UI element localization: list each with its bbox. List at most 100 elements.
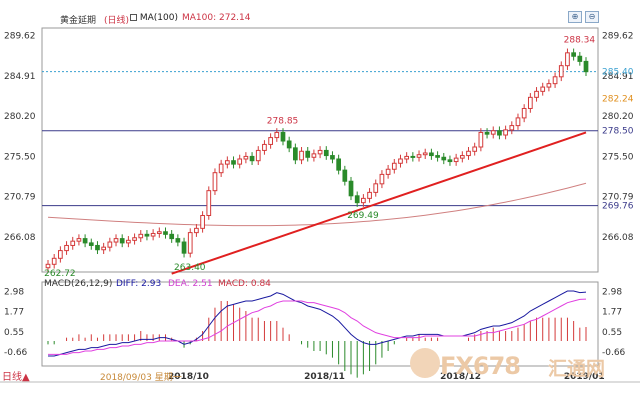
- y-axis-tick-label: 275.50: [602, 152, 634, 162]
- candle-body: [138, 233, 144, 239]
- macd-diff-line: [48, 290, 587, 357]
- candle-body: [398, 158, 403, 164]
- ma-legend-label: MA(100): [139, 13, 178, 23]
- y-axis-tick-label: 280.20: [602, 112, 634, 122]
- macd-axis-label-left: 1.77: [4, 308, 24, 318]
- candle-body: [274, 131, 280, 139]
- zoom-out-icon[interactable]: ⊖: [585, 11, 599, 23]
- candle-body: [478, 131, 484, 148]
- candle-body: [435, 155, 440, 158]
- candle-body: [88, 242, 94, 246]
- x-axis-tick-label: 2018/12: [440, 372, 481, 382]
- macd-axis-label: 0.55: [602, 328, 622, 338]
- candle-body: [144, 233, 150, 237]
- candle-body: [373, 183, 379, 193]
- annotation-label: 288.34: [564, 35, 596, 45]
- candle-body: [206, 190, 212, 216]
- candle-body: [126, 239, 131, 244]
- candle-body: [472, 146, 478, 152]
- candle-body: [194, 227, 199, 234]
- candle-body: [200, 214, 205, 229]
- ma-legend: MA(100): [130, 13, 178, 23]
- candle-body: [484, 131, 490, 135]
- candle-body: [503, 129, 508, 136]
- candle-body: [453, 157, 459, 163]
- macd-axis-label: 1.77: [602, 308, 622, 318]
- candle-body: [391, 162, 397, 170]
- candle-body: [515, 117, 521, 127]
- y-axis-tick-label-left: 284.91: [4, 72, 36, 82]
- candle-body: [546, 83, 552, 88]
- x-axis-tick-label: 2018/11: [304, 372, 345, 382]
- candle-body: [361, 197, 366, 204]
- candle-body: [441, 156, 447, 161]
- candle-body: [342, 169, 348, 182]
- candle-body: [497, 130, 502, 136]
- candle-body: [280, 131, 286, 142]
- candle-body: [212, 172, 218, 192]
- watermark-text: FX678: [440, 352, 521, 380]
- candle-body: [521, 107, 527, 119]
- candle-body: [231, 160, 236, 165]
- candle-body: [286, 140, 292, 149]
- candle-body: [132, 237, 137, 241]
- y-axis-marker-label: 282.24: [602, 95, 634, 105]
- candle-body: [64, 244, 69, 252]
- candle-body: [490, 130, 496, 135]
- candle-body: [422, 152, 428, 156]
- price-frame: [41, 27, 599, 273]
- period-select-button[interactable]: 日线▲: [2, 372, 30, 383]
- zoom-in-icon[interactable]: ⊕: [568, 11, 582, 23]
- macd-frame: [41, 281, 599, 367]
- candle-body: [330, 155, 335, 160]
- ma-value: MA100: 272.14: [182, 13, 251, 23]
- candle-body: [348, 180, 354, 197]
- macd-diff-value: DIFF: 2.93: [116, 279, 162, 289]
- watermark-cn: 汇通网: [548, 358, 606, 380]
- candle-body: [311, 153, 317, 158]
- candle-body: [466, 150, 471, 157]
- macd-dea-line: [48, 298, 587, 355]
- candle-body: [76, 238, 82, 242]
- candle-body: [565, 52, 570, 67]
- candle-body: [558, 65, 564, 78]
- candle-body: [163, 231, 168, 235]
- candle-body: [571, 52, 576, 57]
- candle-body: [404, 155, 410, 160]
- macd-value: MACD: 0.84: [218, 279, 271, 289]
- x-axis-tick-label: 2019/01: [564, 372, 605, 382]
- candle-body: [95, 244, 100, 251]
- candle-body: [181, 241, 187, 254]
- candle-body: [175, 238, 181, 243]
- candle-body: [540, 86, 546, 92]
- candle-body: [459, 155, 465, 159]
- candle-body: [224, 160, 230, 165]
- y-axis-tick-label: 289.62: [602, 32, 634, 42]
- annotation-label: 263.40: [174, 263, 206, 273]
- candle-body: [113, 238, 119, 243]
- candle-body: [367, 191, 372, 199]
- y-axis-tick-label-left: 289.62: [4, 32, 36, 42]
- candle-body: [299, 150, 304, 161]
- macd-axis-label-left: -0.66: [4, 348, 28, 358]
- candle-body: [70, 240, 76, 246]
- instrument-name: 黄金延期: [60, 16, 97, 26]
- period-label: (日线): [104, 16, 130, 26]
- y-axis-tick-label-left: 266.08: [4, 233, 36, 243]
- y-axis-marker-label: 285.40: [602, 68, 634, 78]
- y-axis-tick-label-left: 280.20: [4, 112, 36, 122]
- candle-body: [255, 149, 261, 162]
- watermark-logo: [410, 348, 440, 378]
- y-axis-tick-label: 284.91: [602, 72, 634, 82]
- candle-body: [119, 238, 125, 244]
- cursor-date-label: 2018/09/03 星期一: [100, 373, 182, 383]
- candle-body: [583, 60, 589, 73]
- candle-body: [82, 238, 88, 244]
- annotation-label: 262.72: [44, 269, 76, 279]
- candle-body: [169, 233, 175, 240]
- candle-body: [150, 232, 156, 237]
- candle-body: [527, 96, 533, 109]
- y-axis-tick-label-left: 270.79: [4, 193, 36, 203]
